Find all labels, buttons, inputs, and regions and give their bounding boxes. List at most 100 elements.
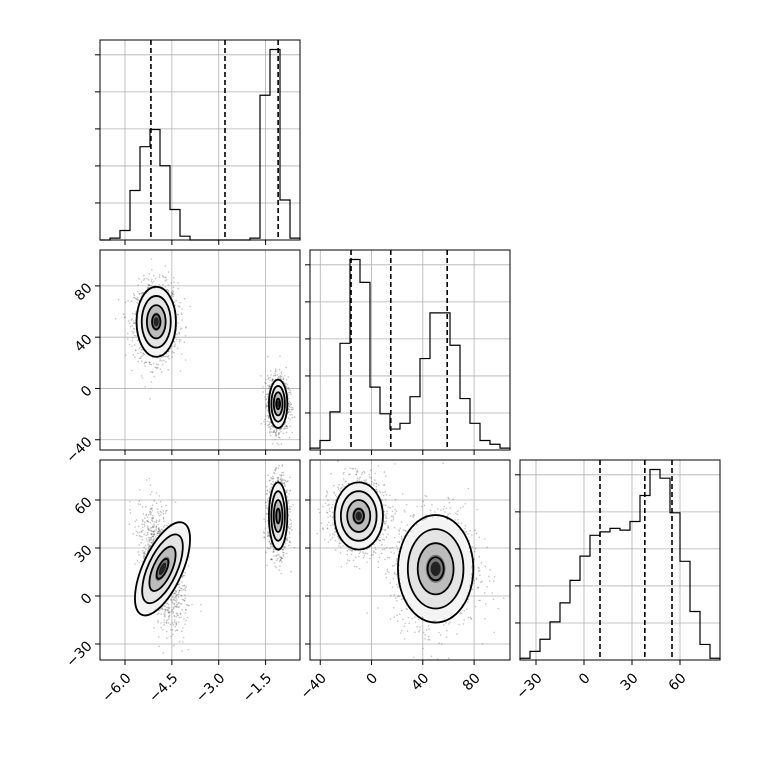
- sample-point: [137, 551, 140, 553]
- sample-point: [275, 434, 278, 437]
- sample-point: [274, 469, 276, 472]
- sample-point: [275, 555, 278, 557]
- sample-point: [171, 292, 173, 295]
- sample-point: [166, 355, 168, 358]
- sample-point: [289, 425, 292, 428]
- sample-point: [267, 424, 269, 427]
- sample-point: [183, 574, 186, 577]
- sample-point: [141, 539, 144, 541]
- sample-point: [168, 618, 170, 620]
- sample-point: [133, 322, 135, 324]
- contour-line: [275, 397, 281, 410]
- sample-point: [157, 366, 159, 369]
- sample-point: [277, 376, 280, 378]
- sample-point: [164, 608, 166, 611]
- sample-point: [282, 482, 284, 485]
- sample-point: [147, 520, 149, 523]
- sample-point: [166, 609, 169, 612]
- sample-point: [184, 335, 187, 337]
- sample-point: [179, 612, 182, 615]
- sample-point: [267, 532, 269, 534]
- sample-point: [165, 609, 167, 612]
- sample-point: [178, 583, 181, 585]
- sample-point: [135, 519, 138, 521]
- sample-point: [184, 359, 187, 361]
- sample-point: [286, 539, 289, 542]
- sample-point: [280, 476, 282, 478]
- sample-point: [144, 544, 147, 547]
- sample-point: [164, 265, 167, 267]
- sample-point: [280, 572, 283, 575]
- sample-point: [278, 569, 280, 571]
- sample-point: [278, 553, 280, 556]
- sample-point: [175, 606, 178, 608]
- sample-point: [162, 513, 165, 515]
- sample-point: [274, 468, 277, 470]
- sample-point: [263, 536, 266, 539]
- sample-point: [143, 552, 146, 554]
- sample-point: [153, 533, 156, 535]
- sample-point: [277, 480, 280, 482]
- sample-point: [279, 565, 281, 567]
- sample-point: [158, 529, 160, 531]
- sample-point: [150, 532, 152, 535]
- sample-point: [137, 525, 140, 528]
- sample-point: [281, 479, 284, 482]
- sample-point: [172, 291, 175, 293]
- sample-point: [266, 490, 269, 492]
- sample-point: [152, 274, 155, 277]
- sample-point: [292, 408, 294, 411]
- sample-point: [282, 548, 284, 551]
- sample-point: [134, 313, 137, 316]
- sample-point: [141, 506, 144, 508]
- sample-point: [183, 599, 185, 602]
- sample-point: [170, 635, 172, 638]
- sample-point: [146, 531, 149, 534]
- sample-point: [151, 507, 153, 509]
- sample-point: [269, 425, 271, 428]
- sample-point: [153, 534, 155, 537]
- sample-point: [170, 282, 173, 284]
- histogram-2: [519, 468, 721, 660]
- sample-point: [179, 370, 182, 372]
- sample-point: [173, 616, 176, 618]
- sample-point: [188, 556, 190, 558]
- sample-point: [173, 340, 176, 343]
- sample-point: [141, 293, 143, 295]
- sample-point: [272, 548, 275, 551]
- sample-point: [138, 561, 140, 564]
- sample-point: [200, 603, 202, 606]
- sample-point: [282, 377, 285, 379]
- sample-point: [264, 396, 266, 398]
- sample-point: [172, 612, 175, 614]
- sample-point: [291, 416, 294, 419]
- sample-point: [171, 609, 174, 611]
- sample-point: [151, 509, 154, 512]
- sample-point: [273, 472, 276, 475]
- sample-point: [147, 525, 149, 528]
- sample-point: [181, 650, 183, 652]
- sample-point: [289, 540, 291, 543]
- sample-point: [140, 346, 142, 349]
- sample-point: [146, 287, 149, 290]
- sample-point: [167, 368, 169, 371]
- sample-point: [187, 604, 189, 606]
- sample-point: [287, 387, 289, 389]
- sample-point: [148, 361, 151, 364]
- sample-point: [178, 331, 180, 334]
- sample-point: [149, 484, 152, 486]
- sample-point: [279, 558, 282, 561]
- sample-point: [148, 546, 150, 548]
- sample-point: [140, 351, 142, 354]
- sample-point: [137, 299, 139, 301]
- sample-point: [162, 520, 165, 523]
- sample-point: [151, 269, 153, 271]
- sample-point: [268, 387, 271, 390]
- sample-point: [273, 431, 275, 434]
- contour-line: [272, 499, 284, 533]
- sample-point: [272, 430, 275, 433]
- sample-point: [158, 520, 160, 522]
- sample-point: [290, 406, 292, 409]
- sample-point: [279, 428, 281, 431]
- sample-point: [177, 621, 180, 623]
